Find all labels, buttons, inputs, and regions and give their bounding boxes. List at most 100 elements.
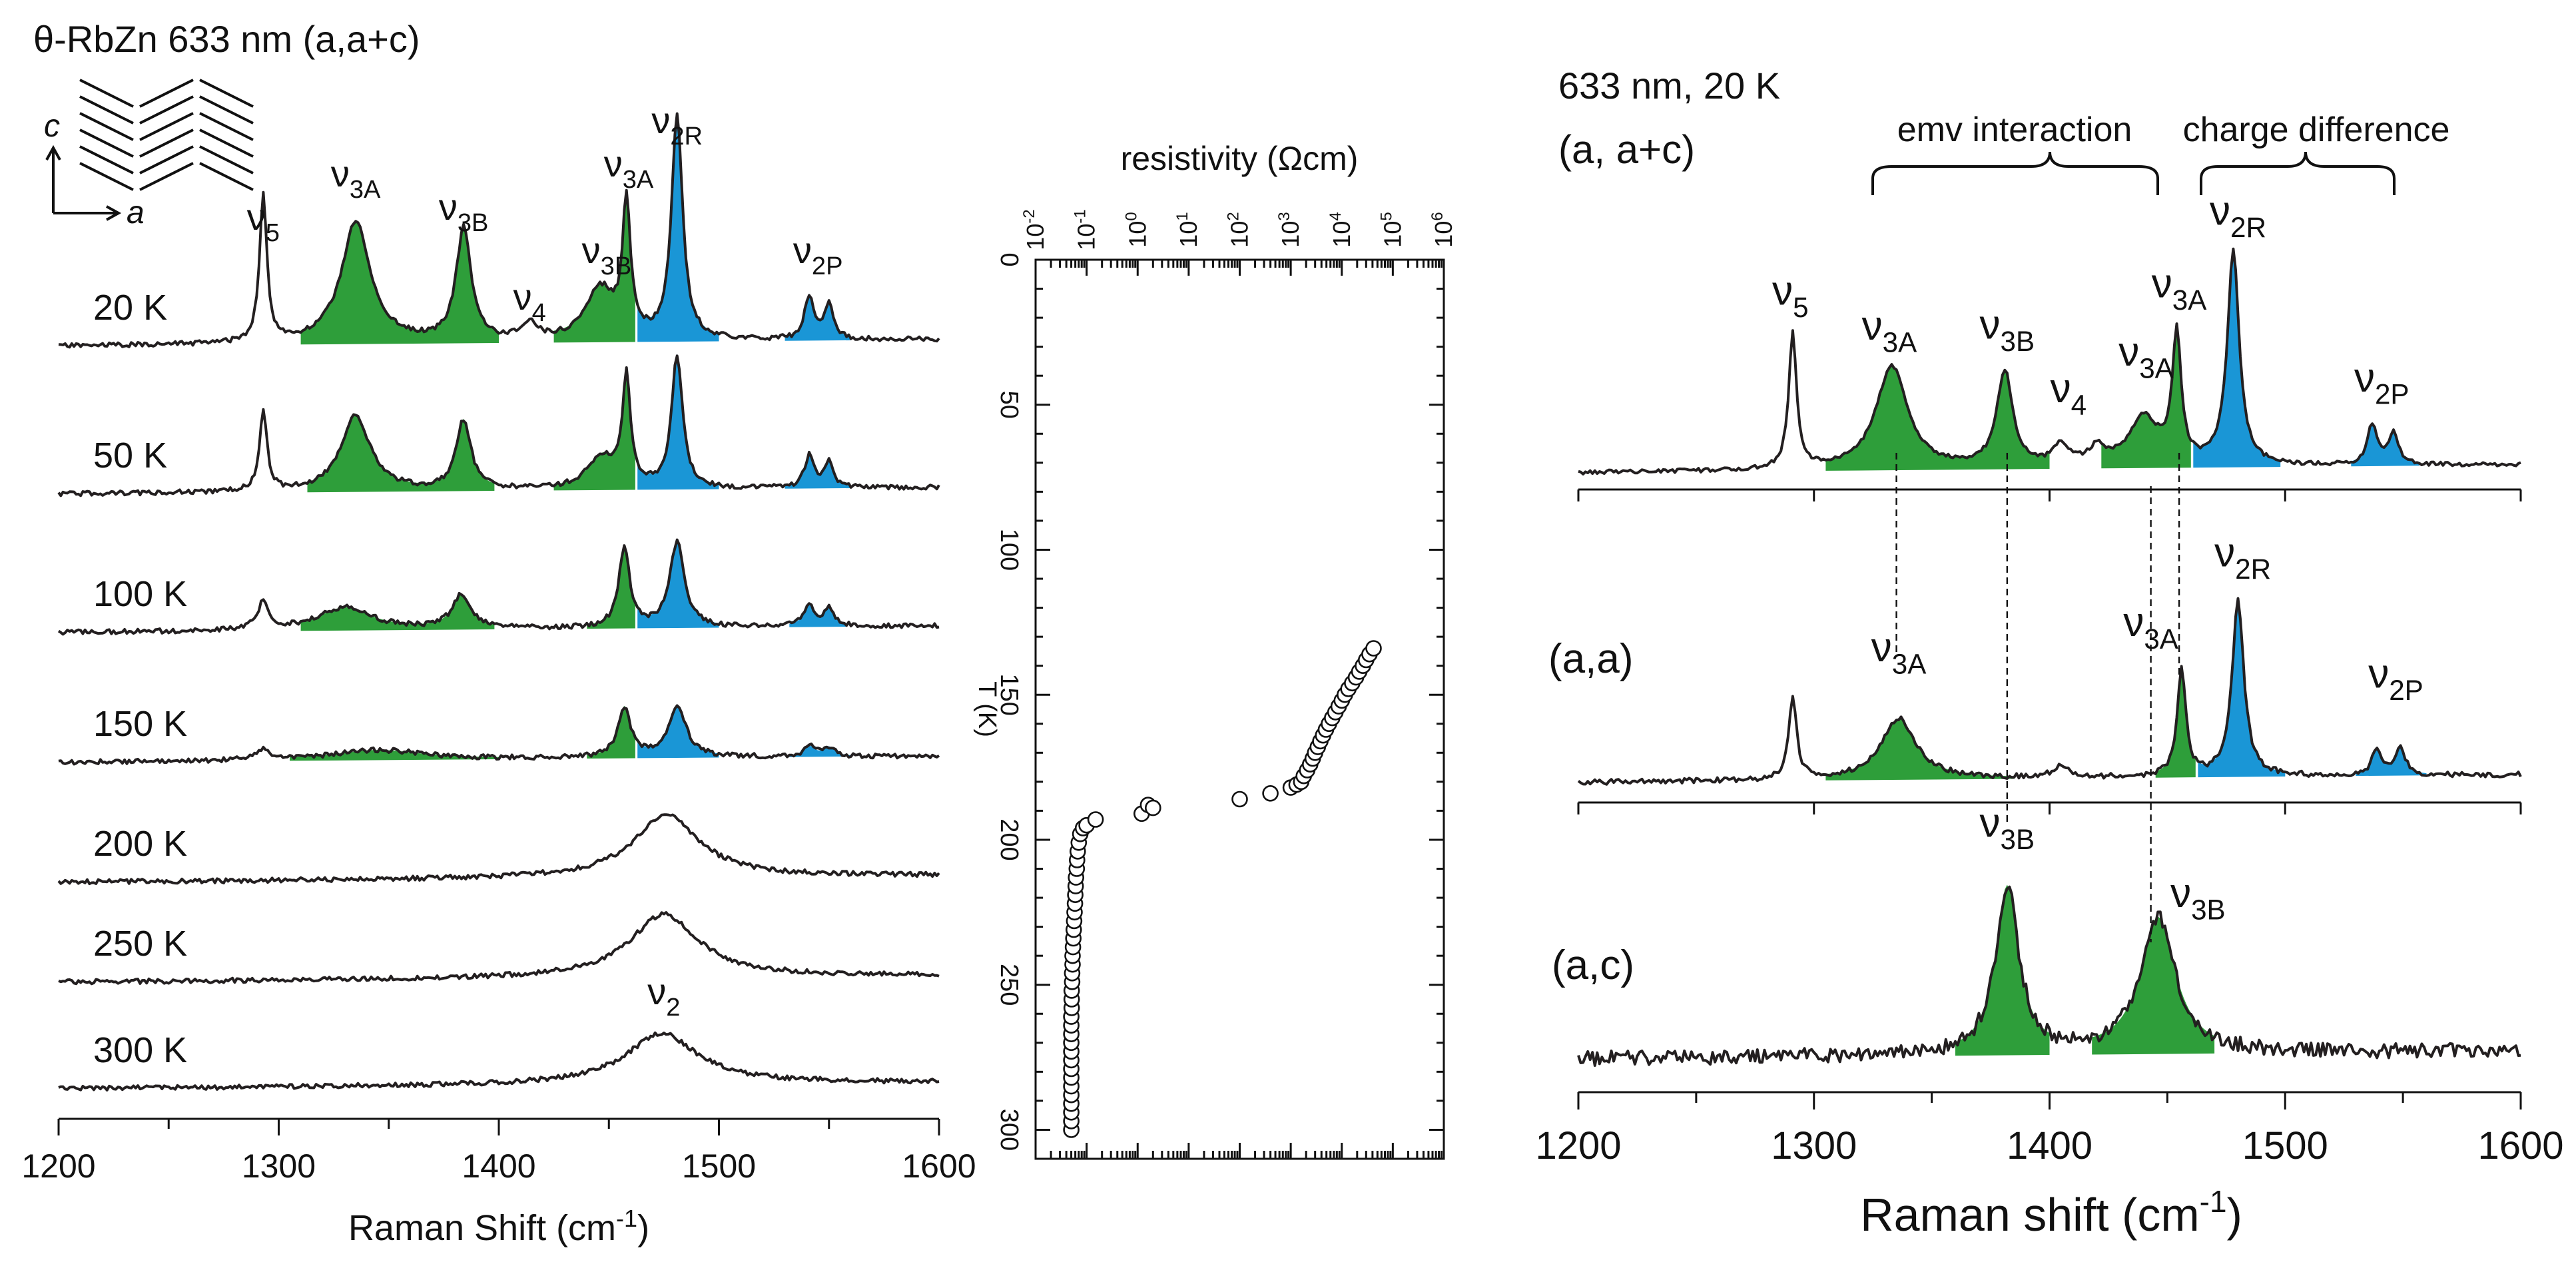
- p3-tick-label-2: 1400: [2007, 1124, 2093, 1167]
- p3-peak-label-1-3-base: ν: [2368, 651, 2389, 697]
- spectrum-20K: [58, 112, 940, 349]
- resistivity-tick-exp-7: 5: [1377, 212, 1395, 220]
- temperature-label-4: 200 K: [93, 824, 187, 864]
- p3-tick-label-3: 1500: [2242, 1124, 2328, 1167]
- p3-fill-2-0: [1955, 884, 2050, 1056]
- p3-peak-label-2-1-base: ν: [2170, 870, 2191, 916]
- resistivity-y-axis-title: T (K): [973, 681, 1001, 737]
- p1-tick-label-0: 1200: [21, 1147, 95, 1185]
- p1-peak-label-0: ν5: [247, 196, 280, 247]
- p1-peak-label-8-sub: 2: [666, 994, 680, 1022]
- p1-peak-label-5-sub: 3A: [623, 166, 654, 194]
- p1-fill-0-2: [637, 112, 719, 342]
- p3-peak-label-0-2-sub: 3B: [2001, 326, 2035, 357]
- p3-peak-label-2-0-sub: 3B: [2001, 824, 2035, 855]
- resistivity-tick-base-1: 10: [1073, 224, 1100, 250]
- panel1-fills: [290, 112, 851, 761]
- p1-fill-0-0: [300, 221, 499, 345]
- panel3-dashed-guides: [1895, 453, 2180, 942]
- panel3-subplot-label-3: (a,c): [1552, 942, 1634, 988]
- p3-peak-label-1-0-sub: 3A: [1892, 649, 1927, 680]
- p1-fill-2-1: [587, 546, 635, 629]
- p1-fill-1-3: [785, 454, 851, 489]
- resistivity-tick-label-1: 10-1: [1072, 209, 1100, 250]
- p1-peak-label-6-sub: 2R: [670, 123, 703, 151]
- spectrum-50K: [57, 354, 940, 497]
- resistivity-tick-base-6: 10: [1328, 221, 1355, 248]
- p1-peak-label-4-base: ν: [582, 229, 601, 271]
- resistivity-tick-exp-3: 1: [1173, 212, 1191, 220]
- molecule-stacking-drawing: [79, 79, 254, 191]
- resistivity-y-tick-label-2: 100: [995, 529, 1023, 571]
- p1-peak-label-0-base: ν: [247, 196, 266, 238]
- p1-peak-label-4: ν3B: [582, 229, 632, 280]
- p3-peak-label-0-5-base: ν: [2152, 260, 2172, 306]
- resistivity-tick-label-6: 104: [1327, 212, 1355, 247]
- p3-tick-label-4: 1600: [2477, 1124, 2563, 1167]
- p3-spectrum-2: [1577, 885, 2521, 1067]
- p3-peak-label-1-1-base: ν: [2123, 599, 2144, 645]
- p3-peak-label-0-4-sub: 3A: [2139, 352, 2174, 384]
- p3-peak-label-1-2-sub: 2R: [2235, 553, 2271, 585]
- panel3-subplot-label-1: (a, a+c): [1558, 127, 1695, 172]
- p3-peak-label-0-1: ν3A: [1862, 303, 1917, 358]
- resistivity-tick-label-8: 106: [1429, 212, 1457, 247]
- p3-spectrum-0: [1578, 247, 2521, 476]
- p1-peak-label-6: ν2R: [651, 99, 703, 151]
- panel3-spectra: [1577, 247, 2522, 1067]
- p1-peak-label-8: ν2: [647, 970, 680, 1022]
- p3-peak-label-1-2: ν2R: [2214, 530, 2271, 585]
- resistivity-point-40: [1145, 799, 1161, 816]
- p1-peak-label-1: ν3A: [331, 153, 381, 204]
- p1-peak-label-3: ν4: [513, 276, 546, 327]
- temperature-label-6: 300 K: [93, 1030, 187, 1070]
- p1-fill-1-2: [637, 353, 719, 490]
- p3-peak-label-0-1-base: ν: [1862, 303, 1883, 349]
- panel3-x-axis-title-sup: -1: [2200, 1184, 2227, 1219]
- p3-peak-label-0-7-sub: 2P: [2375, 378, 2410, 410]
- resistivity-y-tick-label-0: 0: [995, 252, 1023, 266]
- resistivity-point-41: [1231, 791, 1248, 808]
- resistivity-tick-exp-1: -1: [1072, 209, 1090, 223]
- emv-interaction-brace: [1871, 151, 2159, 195]
- p3-fill-1-1: [2155, 667, 2196, 778]
- p1-peak-label-1-sub: 3A: [350, 176, 381, 204]
- p3-peak-label-0-4: ν3A: [2118, 329, 2174, 384]
- p1-peak-label-6-base: ν: [651, 99, 670, 141]
- c-axis-label: c: [44, 109, 60, 144]
- resistivity-y-tick-label-6: 300: [995, 1109, 1023, 1151]
- resistivity-tick-exp-2: 0: [1122, 212, 1140, 220]
- p3-peak-label-1-0-base: ν: [1871, 625, 1892, 671]
- charge-difference-label: charge difference: [2183, 111, 2450, 149]
- p3-peak-label-0-6: ν2R: [2210, 188, 2266, 244]
- panel3-x-ticks: 1200 1300 1400 1500 1600: [1535, 488, 2564, 1167]
- spectrum-150K: [58, 704, 940, 766]
- resistivity-y-ticks: 0 50 100 150 200 250 300: [995, 252, 1444, 1151]
- temperature-label-3: 150 K: [93, 704, 187, 744]
- resistivity-tick-base-5: 10: [1277, 221, 1304, 248]
- p1-tick-label-4: 1600: [902, 1147, 976, 1185]
- p1-peak-label-5-base: ν: [604, 143, 623, 184]
- p3-spectrum-1: [1577, 597, 2522, 786]
- spectrum-200K: [57, 813, 940, 886]
- temperature-label-2: 100 K: [93, 574, 187, 614]
- panel1-x-axis-title-end: ): [637, 1208, 649, 1248]
- p1-tick-label-1: 1300: [242, 1147, 316, 1185]
- axis-arrows: [45, 145, 122, 221]
- p3-peak-label-0-7: ν2P: [2354, 355, 2410, 410]
- panel1-temperature-labels: 20 K 50 K 100 K 150 K 200 K 250 K 300 K: [93, 288, 187, 1070]
- spectrum-250K: [58, 911, 940, 986]
- resistivity-tick-label-5: 103: [1275, 212, 1304, 247]
- p3-peak-label-0-2: ν3B: [1980, 302, 2035, 358]
- temperature-spectra-panel: θ-RbZn 633 nm (a,a+c) c a: [21, 18, 976, 1248]
- resistivity-tick-exp-8: 6: [1429, 212, 1447, 220]
- p3-peak-label-0-2-base: ν: [1980, 302, 2001, 348]
- p3-peak-label-1-1: ν3A: [2123, 599, 2178, 655]
- resistivity-tick-exp-4: 2: [1225, 212, 1243, 220]
- resistivity-data-points: [1063, 640, 1382, 1138]
- p3-fill-1-2: [2198, 599, 2286, 778]
- p3-tick-label-1: 1300: [1771, 1124, 1857, 1167]
